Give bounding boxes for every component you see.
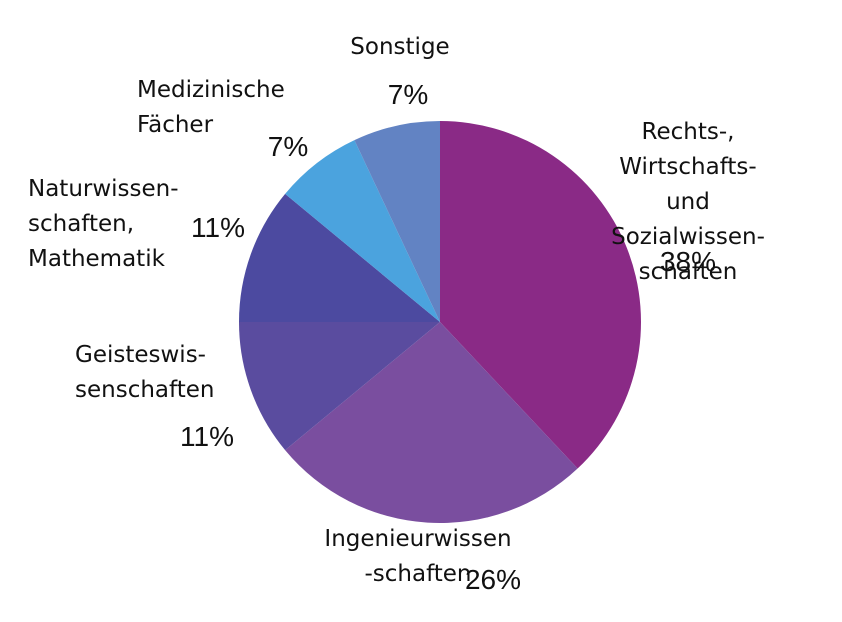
pie-slice [440,121,641,469]
category-label: Rechts-, Wirtschafts- und Sozialwissen- … [611,119,765,285]
pie-slice [285,322,578,523]
pie-slice [239,193,440,322]
pie-slice [239,322,440,451]
category-label: Sonstige [350,34,450,60]
value-label: 11% [180,421,234,452]
value-label: 38% [659,246,717,277]
value-label: 7% [387,79,429,110]
value-label: 7% [267,131,309,162]
value-label: 11% [191,212,245,243]
value-label: 26% [464,564,522,595]
category-label: Ingenieurwissen -schaften [324,526,512,587]
category-label: Naturwissen- schaften, Mathematik [28,176,179,272]
pie-slice [354,121,440,322]
category-label: Medizinische Fächer [137,77,285,138]
category-label: Geisteswis- senschaften [75,342,215,403]
pie-slice [285,140,440,322]
